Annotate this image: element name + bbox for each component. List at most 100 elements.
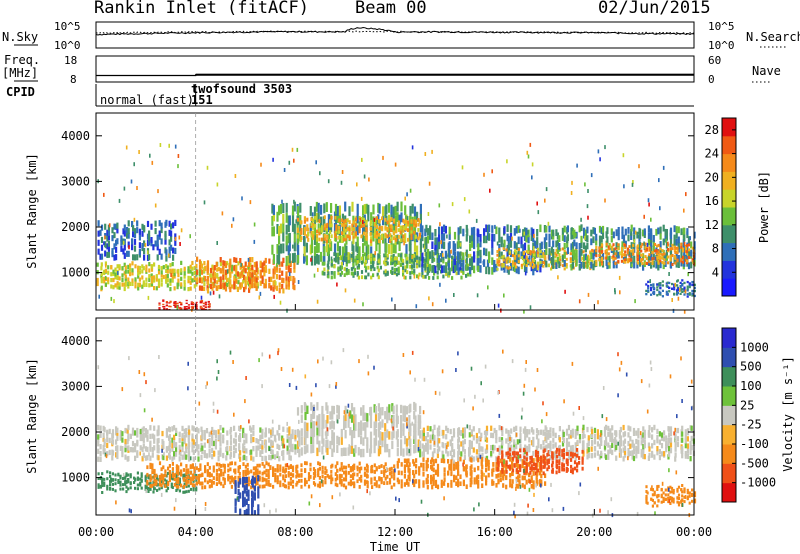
velocity-cell (322, 414, 325, 423)
power-cell (671, 243, 674, 247)
power-cell (656, 283, 659, 286)
power-cell (517, 260, 520, 264)
velocity-cell (211, 426, 214, 433)
power-cell (200, 301, 204, 303)
power-cell (483, 228, 486, 236)
velocity-cell (336, 468, 339, 473)
power-cell (572, 260, 575, 263)
power-speck (683, 309, 686, 314)
velocity-cell (400, 422, 403, 431)
power-cell (263, 283, 266, 289)
velocity-cell (369, 439, 373, 448)
power-cell (533, 240, 537, 249)
velocity-cell (183, 434, 186, 440)
velocity-cell (660, 451, 664, 457)
power-cell (185, 299, 188, 302)
power-cell (357, 252, 360, 257)
power-cell (418, 260, 421, 265)
velocity-cell (282, 426, 285, 432)
velocity-cell (379, 445, 382, 455)
power-cell (123, 238, 126, 245)
power-cell (573, 239, 576, 247)
velocity-cell (127, 445, 130, 451)
power-cell (285, 271, 288, 277)
velocity-cell (329, 421, 332, 430)
velocity-cell (658, 439, 661, 445)
power-cell (118, 282, 121, 287)
power-cell (615, 242, 618, 249)
power-cell (352, 256, 355, 260)
velocity-cell (175, 446, 178, 452)
power-cell (443, 241, 446, 250)
velocity-cell (334, 464, 337, 469)
velocity-cell (267, 472, 270, 477)
power-cell (491, 240, 494, 248)
velocity-cell (357, 422, 360, 431)
power-cell (372, 231, 375, 242)
velocity-cell (185, 471, 188, 476)
power-speck (232, 217, 235, 222)
velocity-cell (362, 412, 365, 421)
power-cell (522, 258, 525, 262)
power-cell (347, 271, 350, 275)
velocity-cell (609, 445, 612, 451)
velocity-cell (178, 480, 181, 483)
power-cell (111, 248, 114, 255)
velocity-cell (163, 478, 166, 482)
velocity-cell (669, 426, 673, 432)
power-cell (282, 203, 285, 213)
velocity-cell (272, 473, 275, 477)
power-cell (162, 303, 165, 306)
power-cell (145, 282, 148, 287)
velocity-cell (165, 432, 168, 438)
power-cell (515, 252, 518, 261)
velocity-cell (339, 473, 342, 478)
power-cell (673, 288, 676, 291)
power-cell (112, 277, 115, 283)
velocity-cell (300, 468, 303, 473)
velocity-cell (101, 479, 104, 483)
velocity-cell (261, 440, 264, 446)
power-speck (654, 256, 657, 261)
velocity-cell (191, 436, 194, 442)
power-cell (166, 269, 169, 274)
velocity-cell (586, 442, 589, 449)
power-cell (198, 271, 201, 276)
power-colorbar-swatch (722, 260, 736, 279)
power-cell (375, 225, 378, 229)
velocity-cell (337, 405, 340, 414)
velocity-cell (522, 428, 525, 434)
power-cell (116, 285, 119, 290)
power-cell (607, 245, 610, 249)
power-speck (108, 223, 111, 228)
power-cell (374, 234, 377, 238)
power-cell (679, 286, 682, 289)
velocity-cell (598, 443, 601, 449)
power-speck (334, 237, 337, 242)
power-cell (675, 254, 678, 261)
power-cell (397, 223, 400, 227)
velocity-cell (360, 478, 363, 483)
velocity-cell (306, 405, 309, 414)
velocity-cell (276, 467, 279, 472)
velocity-cell (175, 470, 178, 475)
velocity-cell (582, 440, 585, 446)
velocity-cell (400, 404, 403, 414)
velocity-cell (173, 425, 176, 431)
power-cell (196, 269, 199, 275)
velocity-cell (230, 461, 233, 466)
power-cell (429, 225, 432, 233)
velocity-cell (140, 474, 143, 478)
power-speck (104, 235, 106, 240)
velocity-cell (300, 428, 303, 437)
power-cell (617, 260, 620, 263)
velocity-cell (632, 449, 636, 455)
velocity-cell (287, 485, 290, 490)
power-colorbar-swatch (722, 118, 736, 137)
power-cell (136, 220, 139, 227)
power-cell (457, 252, 460, 260)
power-cell (447, 273, 450, 278)
power-cell (305, 255, 308, 266)
velocity-cell (337, 410, 340, 420)
power-cell (373, 257, 376, 261)
